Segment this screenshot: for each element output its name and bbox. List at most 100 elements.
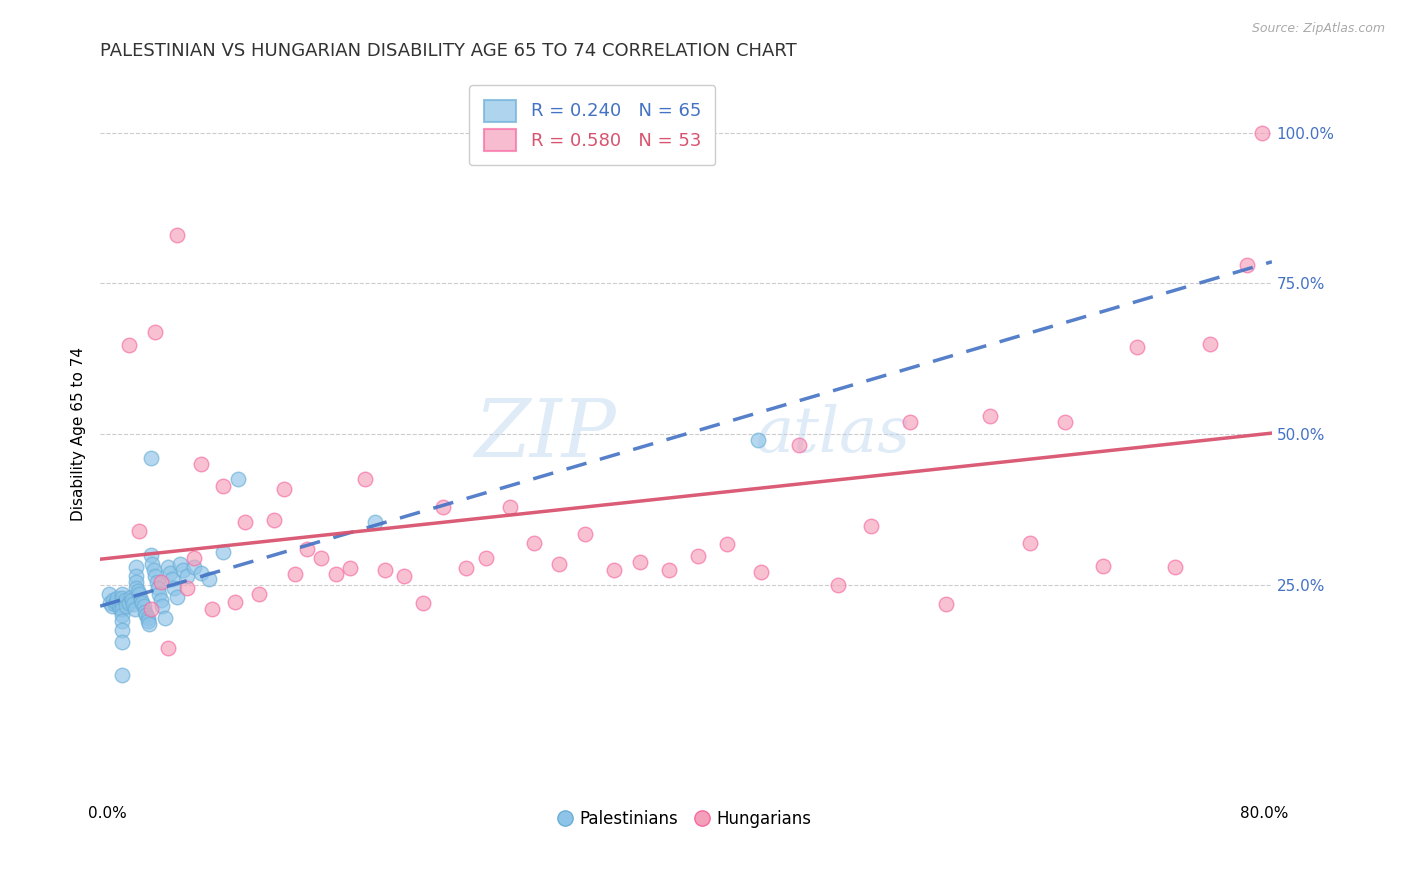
- Point: [1198, 336, 1220, 351]
- Point: [1053, 415, 1076, 429]
- Point: [105, 595, 128, 609]
- Point: [97, 587, 120, 601]
- Point: [145, 574, 167, 589]
- Point: [120, 590, 142, 604]
- Point: [111, 624, 134, 638]
- Point: [148, 587, 170, 601]
- Point: [860, 519, 883, 533]
- Point: [224, 595, 246, 609]
- Point: [128, 587, 150, 601]
- Point: [98, 596, 121, 610]
- Point: [226, 473, 249, 487]
- Point: [311, 550, 333, 565]
- Point: [233, 515, 256, 529]
- Point: [412, 596, 434, 610]
- Point: [139, 451, 162, 466]
- Point: [212, 545, 235, 559]
- Text: Source: ZipAtlas.com: Source: ZipAtlas.com: [1251, 22, 1385, 36]
- Point: [1126, 340, 1149, 354]
- Point: [134, 605, 156, 619]
- Point: [125, 574, 148, 589]
- Point: [1091, 558, 1114, 573]
- Point: [374, 563, 396, 577]
- Point: [143, 569, 166, 583]
- Point: [183, 560, 205, 574]
- Point: [111, 635, 134, 649]
- Point: [166, 590, 188, 604]
- Point: [111, 602, 134, 616]
- Point: [114, 593, 136, 607]
- Point: [128, 524, 150, 538]
- Point: [354, 473, 377, 487]
- Text: atlas: atlas: [756, 403, 911, 465]
- Point: [163, 581, 186, 595]
- Point: [190, 566, 212, 580]
- Point: [432, 500, 454, 514]
- Point: [157, 641, 180, 656]
- Text: PALESTINIAN VS HUNGARIAN DISABILITY AGE 65 TO 74 CORRELATION CHART: PALESTINIAN VS HUNGARIAN DISABILITY AGE …: [100, 42, 797, 60]
- Point: [200, 602, 222, 616]
- Point: [247, 587, 270, 601]
- Point: [1250, 126, 1272, 140]
- Point: [110, 602, 132, 616]
- Point: [155, 611, 177, 625]
- Point: [104, 597, 127, 611]
- Point: [100, 599, 122, 614]
- Point: [136, 611, 159, 625]
- Point: [628, 555, 651, 569]
- Point: [547, 557, 569, 571]
- Point: [898, 415, 921, 429]
- Point: [162, 572, 184, 586]
- Point: [574, 526, 596, 541]
- Point: [339, 561, 361, 575]
- Point: [747, 434, 769, 448]
- Point: [107, 591, 129, 606]
- Point: [141, 557, 163, 571]
- Point: [111, 608, 134, 623]
- Point: [827, 578, 849, 592]
- Point: [136, 614, 159, 628]
- Point: [111, 587, 134, 601]
- Point: [121, 593, 143, 607]
- Point: [212, 478, 235, 492]
- Point: [146, 581, 169, 595]
- Point: [263, 513, 285, 527]
- Point: [273, 482, 295, 496]
- Point: [523, 536, 546, 550]
- Point: [115, 599, 138, 614]
- Point: [172, 563, 194, 577]
- Point: [131, 596, 153, 610]
- Point: [127, 584, 149, 599]
- Point: [129, 593, 152, 607]
- Point: [197, 572, 219, 586]
- Point: [149, 593, 172, 607]
- Point: [392, 569, 415, 583]
- Point: [135, 608, 157, 623]
- Point: [364, 515, 387, 529]
- Legend: Palestinians, Hungarians: Palestinians, Hungarians: [554, 804, 818, 835]
- Point: [118, 596, 141, 610]
- Point: [716, 537, 738, 551]
- Point: [122, 597, 145, 611]
- Point: [658, 563, 681, 577]
- Point: [325, 567, 347, 582]
- Point: [1236, 259, 1258, 273]
- Point: [1164, 560, 1187, 574]
- Point: [1019, 536, 1042, 550]
- Point: [284, 567, 307, 582]
- Point: [111, 591, 134, 606]
- Point: [475, 550, 498, 565]
- Point: [150, 599, 173, 614]
- Point: [190, 458, 212, 472]
- Point: [498, 500, 520, 514]
- Point: [169, 557, 191, 571]
- Point: [166, 228, 188, 243]
- Point: [176, 581, 198, 595]
- Point: [149, 574, 172, 589]
- Point: [935, 597, 957, 611]
- Point: [176, 569, 198, 583]
- Point: [686, 549, 709, 563]
- Point: [602, 563, 624, 577]
- Point: [111, 597, 134, 611]
- Point: [125, 569, 148, 583]
